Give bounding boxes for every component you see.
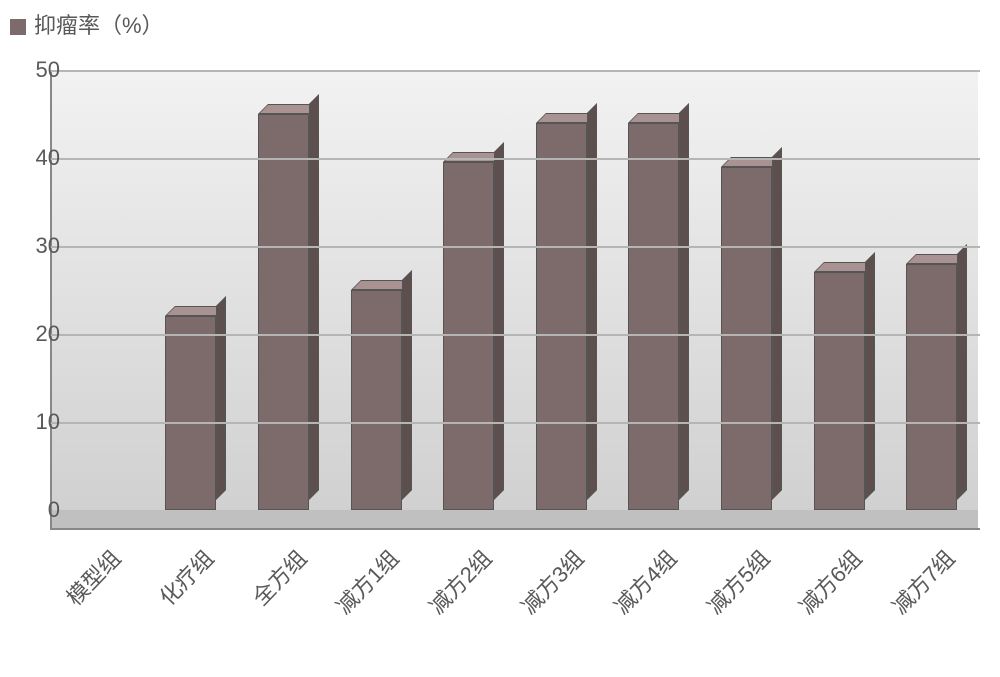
x-tick-label: 全方组 [244, 542, 313, 612]
x-tick-label: 化疗组 [151, 542, 220, 612]
chart-stage: 抑瘤率（%） 模型组化疗组全方组减方1组减方2组减方3组减方4组减方5组减方6组… [0, 0, 1000, 677]
x-tick-label: 减方1组 [328, 542, 405, 621]
y-tick-label: 50 [10, 57, 60, 83]
y-tick-label: 40 [10, 145, 60, 171]
y-tick-label: 20 [10, 321, 60, 347]
bar [721, 167, 772, 510]
y-tick-label: 30 [10, 233, 60, 259]
x-tick-label: 减方4组 [606, 542, 683, 621]
bar [814, 272, 865, 510]
bar [258, 114, 309, 510]
plot-container [50, 70, 980, 530]
gridline [50, 158, 980, 160]
legend-swatch [10, 19, 26, 35]
x-tick-label: 减方2组 [420, 542, 497, 621]
bar [165, 316, 216, 510]
x-tick-label: 模型组 [58, 542, 127, 612]
gridline [50, 422, 980, 424]
x-tick-label: 减方6组 [791, 542, 868, 621]
gridline [50, 334, 980, 336]
y-tick-label: 10 [10, 409, 60, 435]
legend-label: 抑瘤率（%） [34, 13, 164, 38]
bar [351, 290, 402, 510]
x-tick-label: 减方5组 [698, 542, 775, 621]
gridline [50, 70, 980, 72]
bar [628, 123, 679, 510]
bars-layer [52, 70, 978, 528]
y-tick-label: 0 [10, 497, 60, 523]
bar [906, 264, 957, 510]
bar [536, 123, 587, 510]
bar [443, 162, 494, 510]
x-axis-labels: 模型组化疗组全方组减方1组减方2组减方3组减方4组减方5组减方6组减方7组 [52, 536, 978, 666]
x-tick-label: 减方7组 [883, 542, 960, 621]
legend: 抑瘤率（%） [10, 8, 164, 40]
x-tick-label: 减方3组 [513, 542, 590, 621]
gridline [50, 246, 980, 248]
